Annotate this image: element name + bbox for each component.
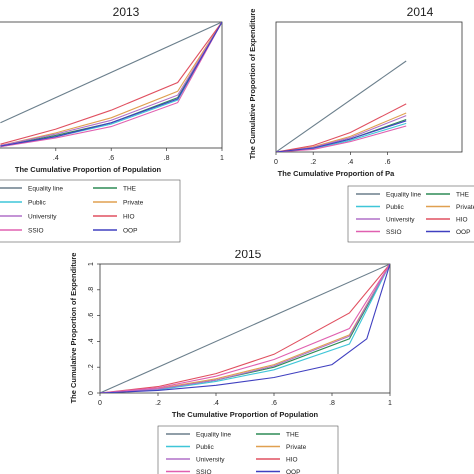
series-line-hio	[276, 103, 407, 152]
x-tick-label: 0	[274, 159, 278, 166]
x-tick-label: .4	[53, 155, 59, 162]
series-line-oop	[276, 120, 407, 152]
series-line-hio	[0, 22, 222, 145]
y-axis-label: The Cumulative Proportion of Expenditure	[248, 9, 257, 160]
legend-entry: HIO	[286, 457, 298, 464]
x-tick-label: .2	[155, 400, 161, 407]
series-line-hio	[100, 264, 390, 393]
legend-entry: Equality line	[28, 186, 63, 193]
legend-entry: SSIO	[386, 229, 402, 236]
series-line-public	[0, 22, 222, 148]
series-line-equality-line	[0, 22, 222, 124]
legend-box	[157, 425, 339, 474]
y-tick-label: .8	[88, 287, 95, 293]
x-axis-label: The Cumulative Proportion of Pa	[278, 169, 396, 178]
series-line-oop	[100, 264, 390, 393]
legend-entry: OOP	[123, 228, 137, 235]
chart-title: 2015	[235, 247, 262, 261]
chart-panel-2015: 2015 0 .2 .4 .6 .8 1 0 .2 .4 .6 .8 1 The Cumulative P…	[69, 247, 392, 474]
x-tick-label: .2	[310, 159, 316, 166]
x-tick-label: .4	[213, 400, 219, 407]
chart-title: 2014	[407, 5, 434, 19]
x-tick-label: .8	[329, 400, 335, 407]
legend-entry: THE	[456, 192, 470, 199]
x-tick-label: .6	[108, 155, 114, 162]
legend-entry: Equality line	[386, 192, 421, 199]
plot-frame	[99, 263, 391, 394]
series-line-oop	[0, 22, 222, 147]
series-line-the	[0, 22, 222, 147]
legend-entry: OOP	[286, 469, 300, 474]
legend-entry: University	[196, 457, 225, 464]
legend-entry: Private	[123, 200, 144, 207]
x-axis-label: The Cumulative Proportion of Population	[172, 410, 319, 419]
legend-entry: Equality line	[196, 432, 231, 439]
chart-title: 2013	[113, 5, 140, 19]
legend-entry: SSIO	[28, 228, 44, 235]
legend-entry: SSIO	[196, 469, 212, 474]
series-line-private	[0, 22, 222, 147]
series-line-equality-line	[276, 60, 407, 152]
legend-entry: University	[386, 217, 415, 224]
legend-entry: Public	[196, 444, 214, 451]
chart-panel-2013: 2013 .4 .6 .8 1 The Cumulative Proportion of …	[0, 5, 224, 243]
series-line-ssio	[100, 264, 390, 393]
y-tick-label: .4	[88, 338, 95, 344]
plot-frame	[275, 21, 463, 153]
legend-entry: Public	[386, 204, 404, 211]
series-line-university	[100, 264, 390, 393]
x-tick-label: 1	[388, 400, 392, 407]
y-tick-label: 1	[88, 262, 95, 266]
legend-entry: Private	[286, 444, 307, 451]
y-tick-label: .6	[88, 313, 95, 319]
x-tick-label: .4	[347, 159, 353, 166]
x-tick-label: .6	[385, 159, 391, 166]
series-line-equality-line	[100, 264, 390, 393]
legend-entry: Public	[28, 200, 46, 207]
legend-entry: University	[28, 214, 57, 221]
legend-entry: HIO	[456, 217, 468, 224]
series-line-private	[276, 112, 407, 152]
series-line-university	[0, 22, 222, 147]
legend-entry: THE	[123, 186, 137, 193]
y-tick-label: 0	[88, 391, 95, 395]
series-line-ssio	[0, 22, 222, 148]
plot-frame	[0, 21, 223, 149]
y-axis-label: The Cumulative Proportion of Expenditure	[69, 253, 78, 404]
x-tick-label: 0	[98, 400, 102, 407]
x-tick-label: 1	[220, 155, 224, 162]
legend-entry: Private	[456, 204, 474, 211]
y-tick-label: .2	[88, 364, 95, 370]
x-tick-label: .8	[164, 155, 170, 162]
chart-panel-2014: 2014 0 .2 .4 .6 The Cumulative Proportion of …	[248, 5, 474, 243]
legend-box	[0, 179, 181, 243]
legend-entry: THE	[286, 432, 300, 439]
legend-box	[347, 185, 474, 243]
legend-entry: HIO	[123, 214, 135, 221]
series-line-ssio	[276, 125, 407, 152]
legend-entry: OOP	[456, 229, 470, 236]
x-axis-label: The Cumulative Proportion of Population	[15, 165, 162, 174]
x-tick-label: .6	[271, 400, 277, 407]
